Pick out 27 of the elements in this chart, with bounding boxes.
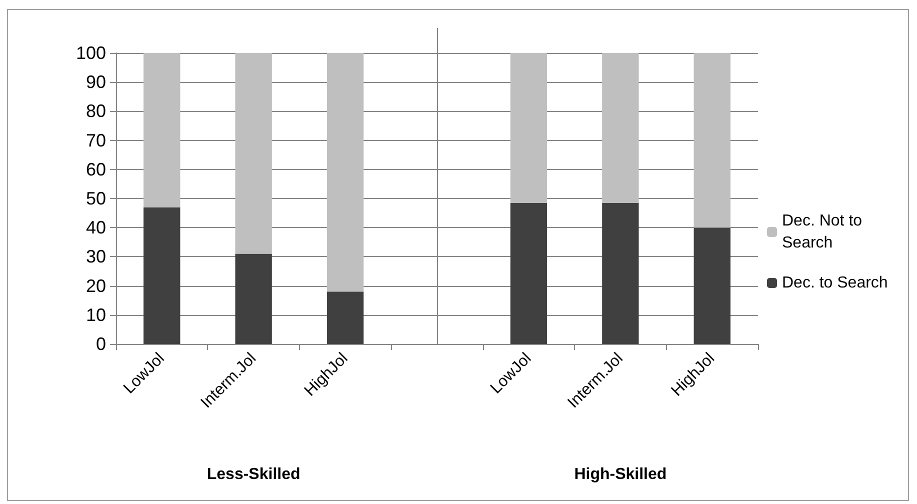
bar — [326, 292, 364, 344]
y-tick-label: 60 — [86, 159, 106, 180]
bar — [510, 202, 548, 344]
y-tick-label: 70 — [86, 130, 106, 150]
y-tick-label: 80 — [86, 101, 106, 122]
y-tick-label: 10 — [86, 304, 106, 325]
y-tick-label: 90 — [86, 72, 106, 92]
text: Less-Skilled — [206, 466, 300, 484]
bar — [326, 53, 364, 292]
y-tick-label: 20 — [86, 276, 106, 296]
bar — [694, 53, 730, 228]
bar — [235, 53, 272, 254]
bar — [694, 228, 730, 344]
text: High-Skilled — [574, 466, 667, 484]
bar — [235, 254, 272, 344]
bar — [144, 207, 180, 344]
bar — [602, 53, 639, 203]
bar — [602, 202, 639, 344]
bar — [144, 53, 180, 208]
bar — [510, 53, 548, 203]
y-tick-label: 40 — [86, 218, 106, 238]
legend-label: Dec. to Search — [782, 274, 888, 292]
y-tick-label: 0 — [96, 334, 106, 354]
y-tick-label: 50 — [86, 188, 106, 208]
y-tick-label: 30 — [86, 246, 106, 267]
legend-label: Dec. Not to Search — [782, 212, 866, 252]
y-tick-label: 100 — [76, 43, 106, 63]
